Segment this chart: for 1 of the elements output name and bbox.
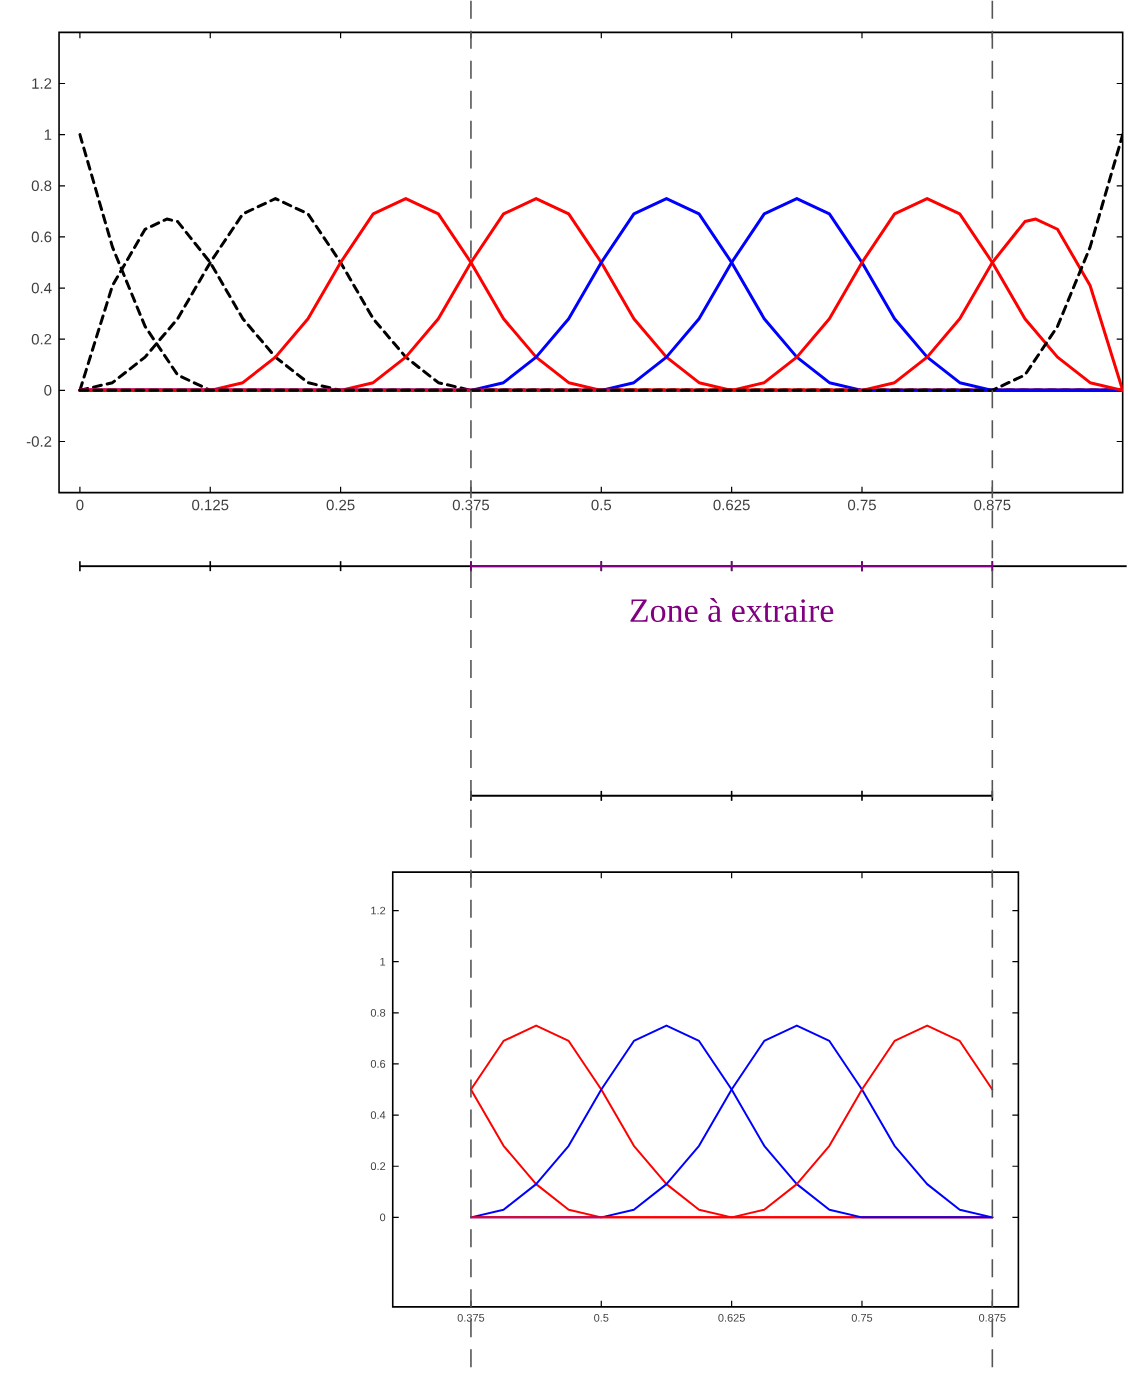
- text: Zone à extraire: [630, 598, 834, 623]
